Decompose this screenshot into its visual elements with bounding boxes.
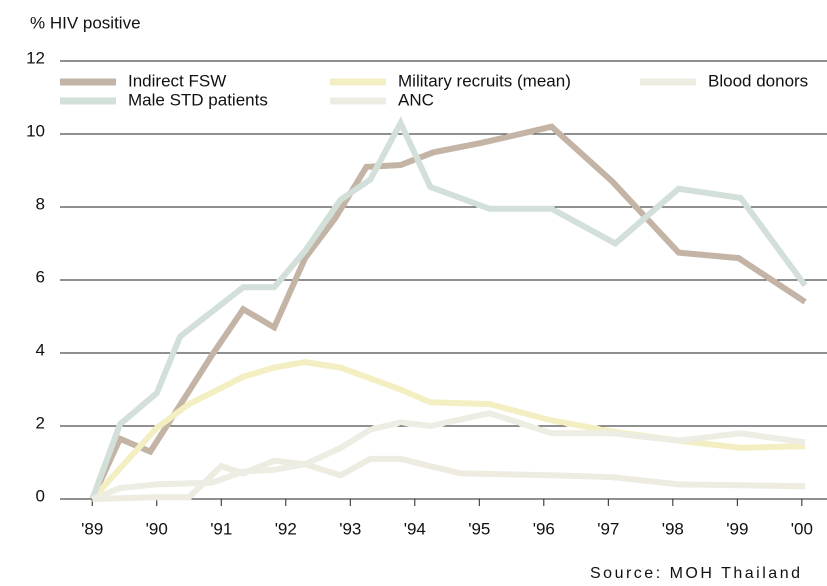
y-tick-label: 8 <box>36 194 45 213</box>
x-tick-label: '99 <box>726 519 748 538</box>
x-tick-label: '98 <box>662 519 684 538</box>
legend-label: Male STD patients <box>128 90 268 109</box>
y-tick-label: 10 <box>26 121 45 140</box>
chart-title: % HIV positive <box>30 13 141 32</box>
series-line <box>92 455 806 502</box>
legend-label: Military recruits (mean) <box>398 71 571 90</box>
x-tick-label: '89 <box>81 519 103 538</box>
legend-label: ANC <box>398 90 434 109</box>
x-tick-label: '95 <box>468 519 490 538</box>
y-tick-label: 0 <box>36 486 45 505</box>
x-tick-label: '90 <box>146 519 168 538</box>
source-note: Source: MOH Thailand <box>590 565 800 582</box>
x-tick-label: '96 <box>533 519 555 538</box>
x-tick-label: '97 <box>597 519 619 538</box>
x-tick-label: '91 <box>210 519 232 538</box>
x-tick-label: '94 <box>404 519 426 538</box>
y-tick-label: 4 <box>36 340 45 359</box>
series-line <box>91 410 806 502</box>
legend-label: Blood donors <box>708 71 808 90</box>
x-tick-label: '92 <box>275 519 297 538</box>
series-line <box>90 359 806 502</box>
series-line <box>89 116 808 501</box>
y-tick-label: 2 <box>36 413 45 432</box>
legend-label: Indirect FSW <box>128 71 226 90</box>
y-tick-label: 6 <box>36 267 45 286</box>
series-line <box>89 123 807 501</box>
x-tick-label: '00 <box>791 519 813 538</box>
y-tick-label: 12 <box>26 48 45 67</box>
x-tick-label: '93 <box>339 519 361 538</box>
